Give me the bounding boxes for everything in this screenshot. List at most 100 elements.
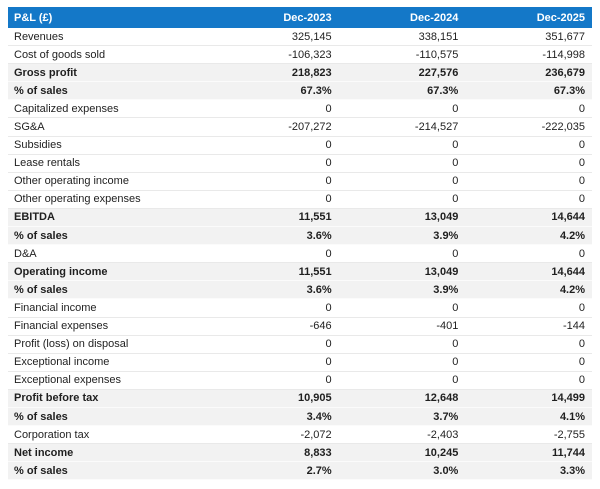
row-value: 3.3% — [559, 464, 586, 477]
row-label: Corporation tax — [14, 428, 90, 441]
row-value: 0 — [578, 193, 586, 206]
row-value: 13,049 — [424, 265, 459, 278]
row-value: 3.6% — [306, 229, 332, 242]
row-value: 0 — [452, 175, 459, 188]
row-value: 12,648 — [424, 392, 459, 405]
row-label: % of sales — [14, 283, 68, 296]
row-label: % of sales — [14, 84, 68, 97]
row-value: 325,145 — [291, 30, 332, 43]
row-value: 227,576 — [418, 66, 459, 79]
row-value: 0 — [325, 157, 332, 170]
table-row: % of sales 3.4% 3.7% 4.1% — [8, 407, 592, 427]
row-label: Exceptional income — [14, 356, 110, 369]
row-label: Gross profit — [14, 66, 77, 79]
row-value: 0 — [452, 247, 459, 260]
row-value: 0 — [578, 139, 586, 152]
row-value: -222,035 — [541, 121, 586, 134]
row-value: 0 — [325, 374, 332, 387]
row-value: 3.4% — [306, 410, 332, 423]
row-value: -207,272 — [288, 121, 332, 134]
row-value: 0 — [578, 338, 586, 351]
table-row: Operating income 11,551 13,049 14,644 — [8, 263, 592, 282]
row-value: 0 — [578, 102, 586, 115]
row-value: 0 — [452, 139, 459, 152]
row-value: 10,245 — [424, 446, 459, 459]
row-value: -214,527 — [414, 121, 459, 134]
row-value: 3.9% — [433, 229, 459, 242]
row-value: 11,744 — [551, 446, 586, 459]
table-title: P&L (£) — [14, 11, 53, 24]
row-value: 351,677 — [545, 30, 586, 43]
table-row: D&A 0 0 0 — [8, 245, 592, 264]
row-value: -114,998 — [542, 48, 586, 61]
row-value: 0 — [452, 193, 459, 206]
table-row: % of sales 3.6% 3.9% 4.2% — [8, 281, 592, 300]
table-row: Subsidies 0 0 0 — [8, 136, 592, 155]
row-value: 0 — [452, 301, 459, 314]
row-value: 0 — [578, 374, 586, 387]
table-row: EBITDA 11,551 13,049 14,644 — [8, 208, 592, 228]
row-value: 0 — [325, 301, 332, 314]
row-value: 0 — [452, 102, 459, 115]
table-row: % of sales 3.6% 3.9% 4.2% — [8, 227, 592, 246]
row-label: Net income — [14, 446, 74, 459]
row-value: 236,679 — [545, 66, 586, 79]
row-value: 67.3% — [553, 84, 586, 97]
table-row: Profit before tax 10,905 12,648 14,499 — [8, 389, 592, 408]
table-row: SG&A -207,272 -214,527 -222,035 — [8, 118, 592, 137]
row-value: 0 — [578, 301, 586, 314]
row-value: -401 — [436, 320, 459, 333]
row-label: D&A — [14, 247, 37, 260]
table-row: Net income 8,833 10,245 11,744 — [8, 444, 592, 463]
row-value: -646 — [309, 320, 332, 333]
row-label: Profit (loss) on disposal — [14, 338, 129, 351]
row-value: 14,644 — [551, 265, 586, 278]
row-label: Lease rentals — [14, 157, 81, 170]
row-label: Profit before tax — [14, 392, 99, 405]
row-value: 218,823 — [291, 66, 332, 79]
table-row: % of sales 67.3% 67.3% 67.3% — [8, 82, 592, 101]
column-header-dec-2025: Dec-2025 — [536, 11, 586, 24]
row-value: -2,403 — [427, 428, 459, 441]
row-label: Financial expenses — [14, 320, 109, 333]
table-row: % of sales 2.7% 3.0% 3.3% — [8, 462, 592, 481]
table-row: Revenues 325,145 338,151 351,677 — [8, 28, 592, 47]
row-label: SG&A — [14, 121, 45, 134]
row-value: 3.0% — [433, 464, 459, 477]
row-value: 0 — [578, 247, 586, 260]
row-value: 14,644 — [551, 211, 586, 224]
row-value: 3.7% — [433, 410, 459, 423]
row-label: Operating income — [14, 265, 108, 278]
row-value: 0 — [452, 374, 459, 387]
table-row: Capitalized expenses 0 0 0 — [8, 100, 592, 119]
row-label: % of sales — [14, 464, 68, 477]
row-label: Subsidies — [14, 139, 62, 152]
table-header-row: P&L (£) Dec-2023 Dec-2024 Dec-2025 — [8, 7, 592, 28]
row-label: Other operating expenses — [14, 193, 141, 206]
row-value: 13,049 — [424, 211, 459, 224]
row-value: 0 — [325, 193, 332, 206]
pnl-table: P&L (£) Dec-2023 Dec-2024 Dec-2025 Reven… — [8, 7, 592, 481]
row-label: % of sales — [14, 410, 68, 423]
row-value: 67.3% — [427, 84, 459, 97]
row-value: 8,833 — [304, 446, 332, 459]
row-value: -2,072 — [300, 428, 332, 441]
row-value: -110,575 — [415, 48, 459, 61]
table-row: Gross profit 218,823 227,576 236,679 — [8, 64, 592, 83]
row-value: 0 — [325, 247, 332, 260]
table-row: Exceptional income 0 0 0 — [8, 353, 592, 372]
table-body: Revenues 325,145 338,151 351,677 Cost of goo… — [8, 28, 592, 481]
row-value: 0 — [452, 338, 459, 351]
table-row: Cost of goods sold -106,323 -110,575 -114,9… — [8, 46, 592, 65]
row-value: 0 — [325, 356, 332, 369]
table-row: Exceptional expenses 0 0 0 — [8, 371, 592, 390]
row-value: 10,905 — [298, 392, 332, 405]
column-header-dec-2023: Dec-2023 — [283, 11, 332, 24]
column-header-dec-2024: Dec-2024 — [410, 11, 459, 24]
table-row: Profit (loss) on disposal 0 0 0 — [8, 335, 592, 354]
row-value: 0 — [325, 139, 332, 152]
row-value: 338,151 — [418, 30, 459, 43]
row-label: Other operating income — [14, 175, 129, 188]
row-label: Capitalized expenses — [14, 102, 119, 115]
row-label: % of sales — [14, 229, 68, 242]
